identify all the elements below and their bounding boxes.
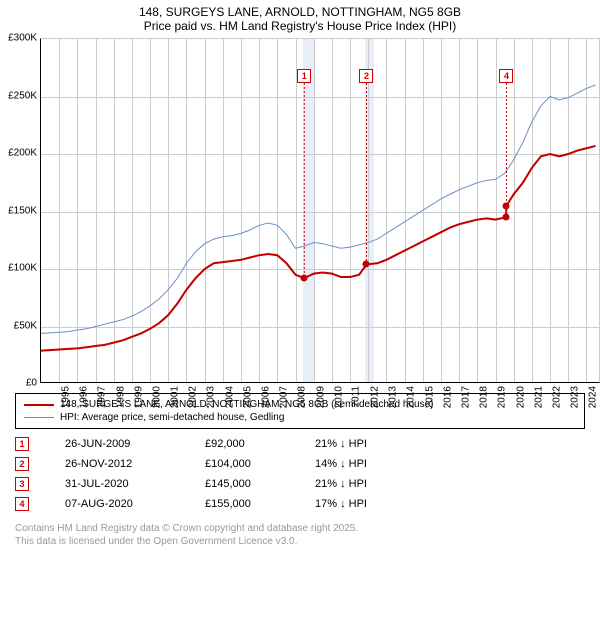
y-axis-label: £300K — [8, 33, 37, 44]
chart-title: 148, SURGEYS LANE, ARNOLD, NOTTINGHAM, N… — [0, 0, 600, 19]
x-axis-label: 2019 — [497, 386, 508, 408]
sale-index-box: 2 — [15, 457, 29, 471]
table-row: 1 26-JUN-2009£92,00021% ↓ HPI — [15, 434, 585, 454]
y-axis-label: £150K — [8, 205, 37, 216]
y-axis-label: £0 — [26, 378, 37, 389]
y-axis-label: £250K — [8, 90, 37, 101]
sale-date: 31-JUL-2020 — [65, 478, 205, 490]
sale-delta: 14% ↓ HPI — [315, 458, 425, 470]
table-row: 2 26-NOV-2012£104,00014% ↓ HPI — [15, 454, 585, 474]
sale-price: £92,000 — [205, 438, 315, 450]
footer-attribution: Contains HM Land Registry data © Crown c… — [15, 522, 585, 548]
legend-swatch — [24, 404, 54, 406]
x-axis-label: 2009 — [315, 386, 326, 408]
y-axis-label: £50K — [14, 320, 37, 331]
x-axis-label: 2010 — [333, 386, 344, 408]
x-axis-label: 2002 — [188, 386, 199, 408]
marker-1: 1 — [297, 69, 311, 83]
sale-date: 26-JUN-2009 — [65, 438, 205, 450]
sale-date: 07-AUG-2020 — [65, 498, 205, 510]
x-axis-label: 1997 — [97, 386, 108, 408]
x-axis-label: 2020 — [515, 386, 526, 408]
x-axis-label: 2011 — [350, 386, 361, 408]
marker-4: 4 — [499, 69, 513, 83]
sale-dot-1 — [301, 275, 308, 282]
x-axis-label: 2006 — [260, 386, 271, 408]
x-axis-label: 2008 — [297, 386, 308, 408]
marker-2: 2 — [359, 69, 373, 83]
x-axis-label: 2005 — [242, 386, 253, 408]
x-axis-label: 2003 — [206, 386, 217, 408]
sale-dot-3 — [503, 214, 510, 221]
chart-area: 124 £0£50K£100K£150K£200K£250K£300K 1995… — [40, 38, 600, 383]
sale-dot-2 — [363, 261, 370, 268]
x-axis-label: 2023 — [569, 386, 580, 408]
x-axis-label: 1999 — [133, 386, 144, 408]
sale-price: £145,000 — [205, 478, 315, 490]
legend-item: HPI: Average price, semi-detached house,… — [24, 411, 576, 424]
x-axis-label: 2012 — [369, 386, 380, 408]
legend-label: HPI: Average price, semi-detached house,… — [60, 412, 284, 423]
footer-line1: Contains HM Land Registry data © Crown c… — [15, 522, 585, 535]
x-axis-label: 1995 — [60, 386, 71, 408]
table-row: 4 07-AUG-2020£155,00017% ↓ HPI — [15, 494, 585, 514]
sale-price: £104,000 — [205, 458, 315, 470]
x-axis-label: 2017 — [460, 386, 471, 408]
sale-dot-4 — [503, 202, 510, 209]
x-axis-label: 2021 — [533, 386, 544, 408]
x-axis-label: 2024 — [588, 386, 599, 408]
legend-swatch — [24, 417, 54, 418]
x-axis-label: 2013 — [388, 386, 399, 408]
sale-delta: 17% ↓ HPI — [315, 498, 425, 510]
footer-line2: This data is licensed under the Open Gov… — [15, 535, 585, 548]
x-axis-label: 1998 — [115, 386, 126, 408]
sale-delta: 21% ↓ HPI — [315, 438, 425, 450]
x-axis-label: 2016 — [442, 386, 453, 408]
table-row: 3 31-JUL-2020£145,00021% ↓ HPI — [15, 474, 585, 494]
sale-index-box: 1 — [15, 437, 29, 451]
x-axis-label: 2001 — [169, 386, 180, 408]
sales-table: 126-JUN-2009£92,00021% ↓ HPI226-NOV-2012… — [15, 434, 585, 514]
sale-price: £155,000 — [205, 498, 315, 510]
y-axis-label: £200K — [8, 148, 37, 159]
x-axis-label: 2014 — [406, 386, 417, 408]
x-axis-label: 2007 — [278, 386, 289, 408]
x-axis-label: 2000 — [151, 386, 162, 408]
chart-subtitle: Price paid vs. HM Land Registry's House … — [0, 19, 600, 38]
x-axis-label: 2004 — [224, 386, 235, 408]
sale-date: 26-NOV-2012 — [65, 458, 205, 470]
x-axis-label: 2022 — [551, 386, 562, 408]
plot-region: 1 2 4 — [40, 38, 600, 383]
y-axis-label: £100K — [8, 263, 37, 274]
x-axis-label: 2015 — [424, 386, 435, 408]
sale-index-box: 3 — [15, 477, 29, 491]
x-axis-label: 2018 — [478, 386, 489, 408]
x-axis-label: 1996 — [78, 386, 89, 408]
sale-delta: 21% ↓ HPI — [315, 478, 425, 490]
sale-index-box: 4 — [15, 497, 29, 511]
